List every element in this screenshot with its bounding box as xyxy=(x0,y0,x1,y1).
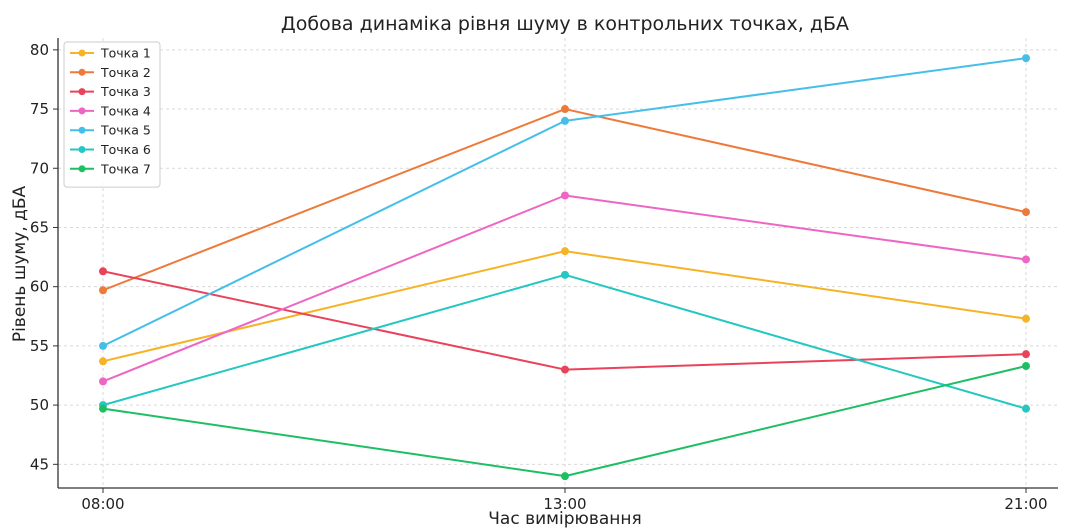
series-layer xyxy=(99,54,1030,481)
data-point xyxy=(561,105,569,114)
legend-marker xyxy=(78,88,86,96)
data-point xyxy=(1022,314,1030,323)
series-2 xyxy=(99,105,1030,295)
data-point xyxy=(561,191,569,200)
data-point xyxy=(1022,208,1030,217)
data-point xyxy=(561,270,569,279)
data-point xyxy=(1022,362,1030,371)
legend-label: Точка 4 xyxy=(100,103,151,118)
legend-item: Точка 6 xyxy=(70,142,151,157)
y-tick-label: 60 xyxy=(30,278,49,296)
data-point xyxy=(99,341,107,350)
data-point xyxy=(561,116,569,125)
y-axis-label: Рівень шуму, дБА xyxy=(10,185,30,342)
data-point xyxy=(1022,350,1030,359)
y-tick-label: 55 xyxy=(30,337,49,355)
legend-item: Точка 7 xyxy=(70,161,151,176)
x-axis-label: Час вимірювання xyxy=(488,509,641,529)
series-7 xyxy=(99,362,1030,481)
series-4 xyxy=(99,191,1030,386)
y-tick-label: 45 xyxy=(30,455,49,473)
legend-item: Точка 5 xyxy=(70,123,151,138)
data-point xyxy=(1022,255,1030,264)
y-tick-label: 65 xyxy=(30,218,49,236)
legend-marker xyxy=(78,126,86,134)
legend-label: Точка 1 xyxy=(100,46,151,61)
x-tick-label: 13:00 xyxy=(543,495,586,513)
data-point xyxy=(1022,54,1030,63)
legend-item: Точка 3 xyxy=(70,84,151,99)
data-point xyxy=(99,357,107,366)
legend-label: Точка 5 xyxy=(100,123,151,138)
series-3 xyxy=(99,267,1030,374)
series-line xyxy=(102,194,1027,383)
y-tick-label: 50 xyxy=(30,396,49,414)
chart-title: Добова динаміка рівня шуму в контрольних… xyxy=(281,13,849,35)
axes-layer: 45 50 55 60 65 70 75 80 08:00 13:00 21:00 xyxy=(30,38,1058,513)
x-tick-label: 08:00 xyxy=(81,495,124,513)
legend-box xyxy=(63,41,161,188)
data-point xyxy=(99,286,107,295)
legend-label: Точка 6 xyxy=(100,142,151,157)
legend-item: Точка 1 xyxy=(70,46,151,61)
data-point xyxy=(561,365,569,374)
series-1 xyxy=(99,247,1030,366)
x-tick-label: 21:00 xyxy=(1004,495,1047,513)
legend-marker xyxy=(78,146,86,153)
legend-marker xyxy=(78,107,86,115)
data-point xyxy=(99,377,107,386)
legend-label: Точка 2 xyxy=(100,65,151,80)
legend-label: Точка 3 xyxy=(100,84,151,99)
data-point xyxy=(1022,404,1030,413)
series-5 xyxy=(99,54,1030,350)
legend-marker xyxy=(78,49,86,57)
data-point xyxy=(561,247,569,256)
legend-item: Точка 4 xyxy=(70,103,151,118)
legend-label: Точка 7 xyxy=(100,161,151,176)
data-point xyxy=(561,472,569,481)
data-point xyxy=(99,404,107,413)
legend-marker xyxy=(78,68,86,76)
legend-item: Точка 2 xyxy=(70,65,151,80)
y-tick-label: 80 xyxy=(30,41,49,59)
legend-marker xyxy=(78,165,86,173)
legend: Точка 1 Точка 2 Точка 3 Точка 4 Точка 5 Точка… xyxy=(63,41,161,188)
data-point xyxy=(99,267,107,276)
grid-layer xyxy=(58,38,1058,488)
y-tick-label: 70 xyxy=(30,159,49,177)
y-tick-label: 75 xyxy=(30,100,49,118)
